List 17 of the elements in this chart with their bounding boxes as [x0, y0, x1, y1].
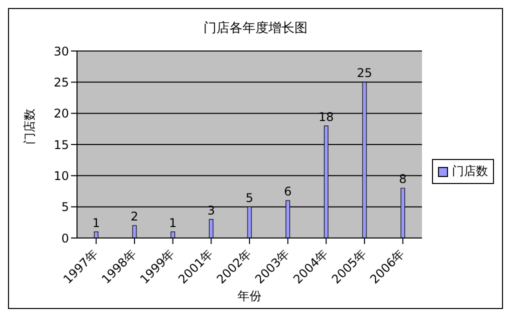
- chart-title: 门店各年度增长图: [202, 20, 308, 38]
- y-tick-label: 0: [61, 231, 69, 246]
- data-label: 6: [284, 184, 292, 199]
- y-tick-label: 10: [54, 168, 69, 183]
- data-label: 2: [130, 210, 138, 224]
- data-label: 1: [169, 216, 177, 230]
- data-label: 5: [246, 190, 254, 205]
- y-tick-label: 5: [61, 200, 69, 214]
- y-tick-label: 30: [54, 44, 69, 58]
- x-axis-title: 年份: [238, 289, 262, 303]
- y-tick-label: 25: [54, 75, 69, 90]
- data-label: 25: [356, 66, 372, 80]
- y-tick-label: 20: [54, 106, 69, 121]
- y-tick-label: 15: [54, 138, 69, 152]
- data-label: 1: [92, 216, 100, 230]
- legend-label: 门店数: [452, 163, 488, 180]
- y-axis-title: 门店数: [22, 108, 36, 144]
